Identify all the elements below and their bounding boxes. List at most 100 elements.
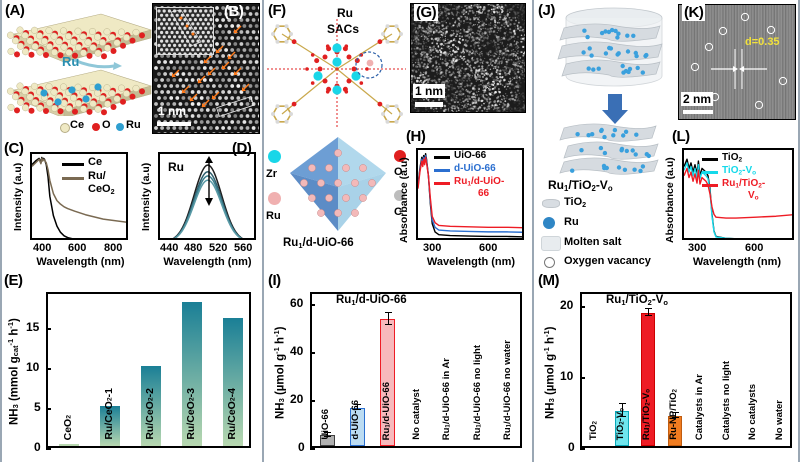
panel-h-curves [418,150,524,240]
panel-h-legend-label-3b: 66 [478,188,490,199]
panel-k-micrograph: d=0.35 [678,4,796,120]
panel-g-scalebar [415,102,443,107]
panel-h-xlabel: Wavelength (nm) [426,256,516,268]
panel-c-legend-line-rceo2 [62,177,84,180]
panel-l-ylabel: Absorbance (a.u) [664,157,676,243]
legend-label-ru-j: Ru [564,216,579,228]
panel-l-legend-label-1: TiO2 [722,152,743,164]
panel-l-legend-line-3 [702,184,718,187]
error-cap-2-1 [645,308,653,310]
bar-label-5: Catalysts no light [720,360,732,440]
panel-d-tick-480: 480 [184,242,203,254]
panel-j-label: (J) [538,2,555,19]
panel-a-label: (A) [5,2,25,19]
legend-dot-o-f [394,150,406,162]
error-cap-1-1 [354,404,362,406]
panel-f-title-2: SACs [327,22,360,36]
panel-d-tick-440: 440 [160,242,179,254]
bar-label-3: Ru-NP/TiO2 [667,389,679,440]
molten-salt-svg [557,7,663,175]
panel-c-xlabel: Wavelength (nm) [36,256,125,268]
panel-f-caption: Ru1/d-UiO-66 [283,237,354,250]
ytickmark-10 [46,368,51,370]
legend-label-tio2: TiO2 [564,196,587,209]
error-cap-1-0 [354,408,362,410]
panel-j-caption: Ru1/TiO2-Vo [548,178,613,193]
panel-l-tick-600: 600 [745,242,764,254]
panel-c-ylabel: Intensity (a.u) [12,162,24,232]
panel-c-legend-line-ce [62,163,84,166]
panel-b-scalebar-text: 1 nm [158,104,187,118]
panel-i-ylabel: NH3 (µmol g-1 h-1) [272,326,287,420]
panel-h-label: (H) [406,128,426,145]
legend-label-ru-f: Ru [266,210,281,222]
error-cap-2-0 [384,323,392,325]
ytick-0: 0 [568,440,575,454]
panel-l-legend-line-1 [702,158,718,161]
column-divider-1 [262,0,264,462]
legend-icon-oxygen-vacancy [544,257,555,268]
panel-c-tick-600: 600 [68,242,87,254]
ytick-0: 0 [298,440,305,454]
bar-label-5: Ru1/d-UiO-66 no light [471,344,483,440]
ytick-20: 20 [290,392,304,406]
error-cap-1-1 [618,403,626,405]
panel-d-xlabel: Wavelength (nm) [163,256,252,268]
bar-label-2: Ru1/d-UiO-66 [380,381,392,440]
bar-label-2: Ru1/TiO2-Vo [641,388,653,440]
panel-l-xlabel: Wavelength (nm) [692,256,782,268]
bar-label-3: No catalyst [411,389,422,440]
panel-b-scalebar [157,122,191,126]
panel-m-annotation: Ru1/TiO2-Vo [606,294,668,307]
panel-h-legend-label-1: UiO-66 [454,150,487,161]
panel-d-annotation: Ru [168,160,184,174]
ytickmark-60 [310,304,315,306]
error-cap-0-0 [324,436,332,438]
panel-b-label: (B) [224,3,244,20]
bar-label-1: d-UiO-66 [350,400,362,440]
panel-k-scalebar-text: 2 nm [681,92,714,106]
error-cap-0-1 [324,432,332,434]
error-cap-2-1 [384,311,392,313]
legend-label-o: O [102,119,111,131]
panel-c-legend-label-ce: Ce [88,156,103,168]
uio66-cluster-svg [266,18,406,128]
error-cap-3-1 [671,411,679,413]
legend-label-ru: Ru [126,119,141,131]
ytickmark-20 [310,400,315,402]
ytick-10: 10 [26,360,40,374]
panel-d-plot [158,152,256,240]
legend-label-oxygen-vacancy: Oxygen vacancy [564,255,651,267]
panel-f-title: Ru [337,6,353,20]
panel-c-plot [30,152,128,240]
panel-l-label: (L) [672,128,690,145]
error-bar-1 [621,404,623,417]
panel-d-tick-520: 520 [209,242,228,254]
panel-d-ylabel: Intensity (a.u) [140,162,152,232]
svg-text:d=0.35: d=0.35 [745,36,780,48]
bar-2 [140,366,161,446]
panel-f-octahedron [282,135,394,233]
ytick-5: 5 [34,400,41,414]
ytickmark-10 [580,377,585,380]
error-bar-0 [327,433,329,438]
panel-f-label: (F) [268,2,286,19]
ceria-slab-svg [7,13,153,119]
panel-m-label: (M) [538,272,560,289]
panel-d-tick-560: 560 [234,242,253,254]
panel-g-label: (G) [414,4,439,21]
panel-c-legend-label-rceo2: Ru/ [88,170,106,182]
panel-i-label: (I) [268,272,281,289]
ytickmark-0 [46,448,51,450]
panel-c-curves [32,154,128,240]
bar-label-6: No catalysts [747,384,759,440]
error-cap-1-0 [618,415,626,417]
error-cap-3-0 [671,417,679,419]
ytick-0: 0 [34,440,41,454]
legend-label-ce: Ce [70,119,85,131]
legend-icon-molten-salt [541,236,561,251]
panel-h-legend-label-3: Ru1/d-UiO- [454,176,505,188]
bar-label-2: Ru/CeO2-2 [143,388,156,440]
panel-e-plot: CeO2 Ru/CeO2-1 Ru/CeO2-2 Ru/CeO2-3 Ru/CeO2-4 [46,292,251,448]
